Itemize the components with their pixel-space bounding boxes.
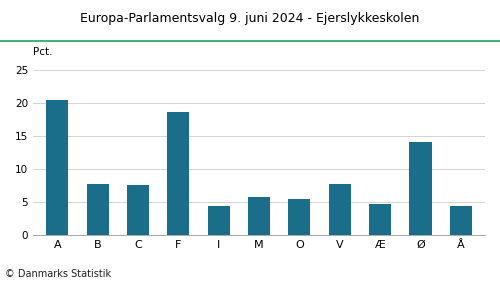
Bar: [248, 197, 270, 235]
Bar: [328, 184, 351, 235]
Bar: [369, 204, 391, 235]
Bar: [127, 185, 149, 235]
Bar: [288, 199, 310, 235]
Bar: [168, 112, 190, 235]
Bar: [86, 184, 109, 235]
Text: © Danmarks Statistik: © Danmarks Statistik: [5, 269, 111, 279]
Bar: [450, 206, 472, 235]
Bar: [410, 142, 432, 235]
Text: Pct.: Pct.: [33, 47, 52, 56]
Bar: [46, 100, 68, 235]
Bar: [208, 206, 230, 235]
Text: Europa-Parlamentsvalg 9. juni 2024 - Ejerslykkeskolen: Europa-Parlamentsvalg 9. juni 2024 - Eje…: [80, 12, 419, 25]
